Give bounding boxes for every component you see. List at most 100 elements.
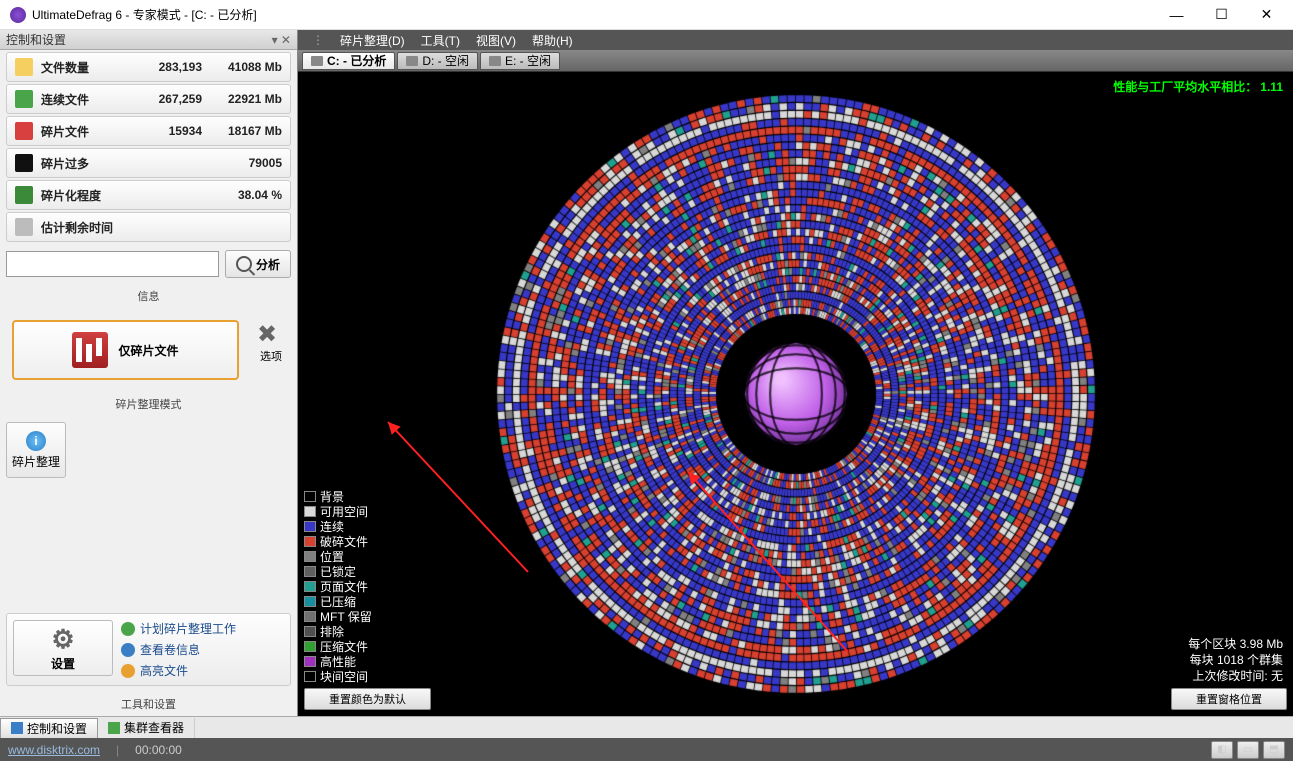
legend-item[interactable]: 位置 xyxy=(304,549,372,564)
legend-item[interactable]: 已锁定 xyxy=(304,564,372,579)
tab-icon xyxy=(11,722,23,734)
legend-item[interactable]: 高性能 xyxy=(304,654,372,669)
legend-swatch xyxy=(304,611,316,622)
drive-tab[interactable]: C: - 已分析 xyxy=(302,52,395,70)
tools-icon: ✖ xyxy=(257,320,285,348)
drive-icon xyxy=(311,56,323,66)
statusbar: www.disktrix.com | 00:00:00 ◧ ▭ ⬒ xyxy=(0,738,1293,761)
legend: 背景可用空间连续破碎文件位置已锁定页面文件已压缩MFT 保留排除压缩文件高性能块… xyxy=(304,489,372,684)
status-time: 00:00:00 xyxy=(135,743,182,757)
menu-defrag[interactable]: 碎片整理(D) xyxy=(334,32,411,49)
tab-icon xyxy=(108,722,120,734)
info-section-label: 信息 xyxy=(0,284,297,308)
stat-icon xyxy=(15,186,33,204)
minimize-button[interactable]: — xyxy=(1154,1,1199,29)
drive-icon xyxy=(406,56,418,66)
stat-row: 连续文件 267,259 22921 Mb xyxy=(6,84,291,114)
legend-swatch xyxy=(304,626,316,637)
legend-swatch xyxy=(304,581,316,592)
drive-tab[interactable]: E: - 空闲 xyxy=(480,52,560,70)
sidebar: 控制和设置 ▾ ✕ 文件数量 283,193 41088 Mb 连续文件 267… xyxy=(0,30,298,716)
drive-icon xyxy=(489,56,501,66)
info-icon: i xyxy=(26,431,46,451)
sidebar-header: 控制和设置 ▾ ✕ xyxy=(0,30,297,50)
bottom-tabs: 控制和设置集群查看器 xyxy=(0,716,1293,738)
main-area: ⋮ 碎片整理(D) 工具(T) 视图(V) 帮助(H) C: - 已分析D: -… xyxy=(298,30,1293,716)
reset-window-button[interactable]: 重置窗格位置 xyxy=(1171,688,1287,710)
legend-item[interactable]: 块间空间 xyxy=(304,669,372,684)
bullet-icon xyxy=(121,664,135,678)
tools-section-label: 工具和设置 xyxy=(0,692,297,716)
disk-info: 每个区块 3.98 Mb 每块 1018 个群集 上次修改时间: 无 xyxy=(1188,636,1283,684)
tool-link[interactable]: 高亮文件 xyxy=(121,662,284,679)
drive-tab[interactable]: D: - 空闲 xyxy=(397,52,478,70)
disk-view[interactable]: 性能与工厂平均水平相比： 1.11 背景可用空间连续破碎文件位置已锁定页面文件已… xyxy=(298,72,1293,716)
stat-row: 估计剩余时间 xyxy=(6,212,291,242)
sidebar-header-label: 控制和设置 xyxy=(6,31,66,48)
stat-icon xyxy=(15,58,33,76)
stat-row: 碎片文件 15934 18167 Mb xyxy=(6,116,291,146)
search-icon xyxy=(236,256,252,272)
bottom-tab[interactable]: 控制和设置 xyxy=(0,718,98,738)
legend-swatch xyxy=(304,656,316,667)
legend-swatch xyxy=(304,506,316,517)
legend-swatch xyxy=(304,491,316,502)
legend-item[interactable]: 连续 xyxy=(304,519,372,534)
stat-icon xyxy=(15,218,33,236)
legend-swatch xyxy=(304,566,316,577)
tool-link[interactable]: 查看卷信息 xyxy=(121,641,284,658)
legend-item[interactable]: 页面文件 xyxy=(304,579,372,594)
analyze-input[interactable] xyxy=(6,251,219,277)
stat-icon xyxy=(15,90,33,108)
bullet-icon xyxy=(121,643,135,657)
tools-box: ⚙ 设置 计划碎片整理工作查看卷信息高亮文件 xyxy=(6,613,291,686)
menubar: ⋮ 碎片整理(D) 工具(T) 视图(V) 帮助(H) xyxy=(298,30,1293,50)
mode-section-label: 碎片整理模式 xyxy=(0,392,297,416)
bullet-icon xyxy=(121,622,135,636)
analyze-button[interactable]: 分析 xyxy=(225,250,291,278)
reset-colors-button[interactable]: 重置颜色为默认 xyxy=(304,688,431,710)
stat-icon xyxy=(15,154,33,172)
settings-button[interactable]: ⚙ 设置 xyxy=(13,620,113,676)
legend-item[interactable]: 已压缩 xyxy=(304,594,372,609)
menu-view[interactable]: 视图(V) xyxy=(470,32,522,49)
legend-item[interactable]: 破碎文件 xyxy=(304,534,372,549)
bottom-tab[interactable]: 集群查看器 xyxy=(98,718,195,738)
legend-item[interactable]: 可用空间 xyxy=(304,504,372,519)
drive-tabs: C: - 已分析D: - 空闲E: - 空闲 xyxy=(298,50,1293,72)
status-btn-3[interactable]: ⬒ xyxy=(1263,741,1285,759)
stat-row: 文件数量 283,193 41088 Mb xyxy=(6,52,291,82)
status-btn-1[interactable]: ◧ xyxy=(1211,741,1233,759)
stat-row: 碎片过多 79005 xyxy=(6,148,291,178)
legend-item[interactable]: 排除 xyxy=(304,624,372,639)
status-btn-2[interactable]: ▭ xyxy=(1237,741,1259,759)
gear-icon: ⚙ xyxy=(51,624,74,655)
maximize-button[interactable]: ☐ xyxy=(1199,1,1244,29)
frag-only-button[interactable]: 仅碎片文件 xyxy=(12,320,239,380)
legend-item[interactable]: 压缩文件 xyxy=(304,639,372,654)
window-titlebar: UltimateDefrag 6 - 专家模式 - [C: - 已分析] — ☐… xyxy=(0,0,1293,30)
window-title: UltimateDefrag 6 - 专家模式 - [C: - 已分析] xyxy=(32,6,1154,23)
disk-canvas xyxy=(476,74,1116,714)
legend-swatch xyxy=(304,521,316,532)
legend-swatch xyxy=(304,671,316,682)
legend-swatch xyxy=(304,641,316,652)
options-button[interactable]: ✖ 选项 xyxy=(257,320,285,380)
app-icon xyxy=(10,7,26,23)
stat-row: 碎片化程度 38.04 % xyxy=(6,180,291,210)
stat-icon xyxy=(15,122,33,140)
legend-swatch xyxy=(304,551,316,562)
bars-icon xyxy=(72,332,108,368)
legend-swatch xyxy=(304,596,316,607)
legend-item[interactable]: MFT 保留 xyxy=(304,609,372,624)
vendor-link[interactable]: www.disktrix.com xyxy=(8,743,100,757)
perf-label: 性能与工厂平均水平相比： 1.11 xyxy=(1113,78,1283,95)
close-button[interactable]: ✕ xyxy=(1244,1,1289,29)
tool-link[interactable]: 计划碎片整理工作 xyxy=(121,620,284,637)
defrag-start-button[interactable]: i 碎片整理 xyxy=(6,422,66,478)
menu-tools[interactable]: 工具(T) xyxy=(415,32,466,49)
legend-item[interactable]: 背景 xyxy=(304,489,372,504)
menu-help[interactable]: 帮助(H) xyxy=(526,32,579,49)
legend-swatch xyxy=(304,536,316,547)
sidebar-dropdown-icon[interactable]: ▾ ✕ xyxy=(272,33,291,47)
